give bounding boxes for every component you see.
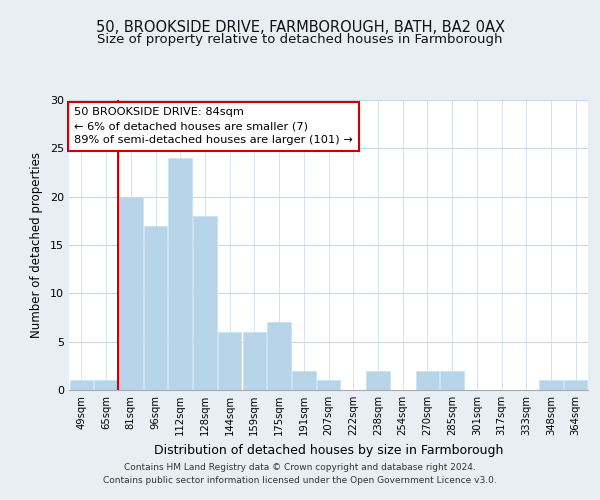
Bar [366, 370, 389, 390]
Bar [70, 380, 93, 390]
Bar [292, 370, 316, 390]
Bar [242, 332, 266, 390]
Bar [416, 370, 439, 390]
Bar [268, 322, 291, 390]
Text: Contains HM Land Registry data © Crown copyright and database right 2024.: Contains HM Land Registry data © Crown c… [124, 464, 476, 472]
Bar [144, 226, 167, 390]
Text: Size of property relative to detached houses in Farmborough: Size of property relative to detached ho… [97, 32, 503, 46]
Bar [440, 370, 464, 390]
Bar [193, 216, 217, 390]
Y-axis label: Number of detached properties: Number of detached properties [30, 152, 43, 338]
Bar [94, 380, 118, 390]
X-axis label: Distribution of detached houses by size in Farmborough: Distribution of detached houses by size … [154, 444, 503, 456]
Bar [218, 332, 241, 390]
Text: 50, BROOKSIDE DRIVE, FARMBOROUGH, BATH, BA2 0AX: 50, BROOKSIDE DRIVE, FARMBOROUGH, BATH, … [95, 20, 505, 35]
Bar [539, 380, 563, 390]
Bar [169, 158, 192, 390]
Bar [317, 380, 340, 390]
Text: 50 BROOKSIDE DRIVE: 84sqm
← 6% of detached houses are smaller (7)
89% of semi-de: 50 BROOKSIDE DRIVE: 84sqm ← 6% of detach… [74, 108, 353, 146]
Text: Contains public sector information licensed under the Open Government Licence v3: Contains public sector information licen… [103, 476, 497, 485]
Bar [119, 196, 143, 390]
Bar [564, 380, 587, 390]
